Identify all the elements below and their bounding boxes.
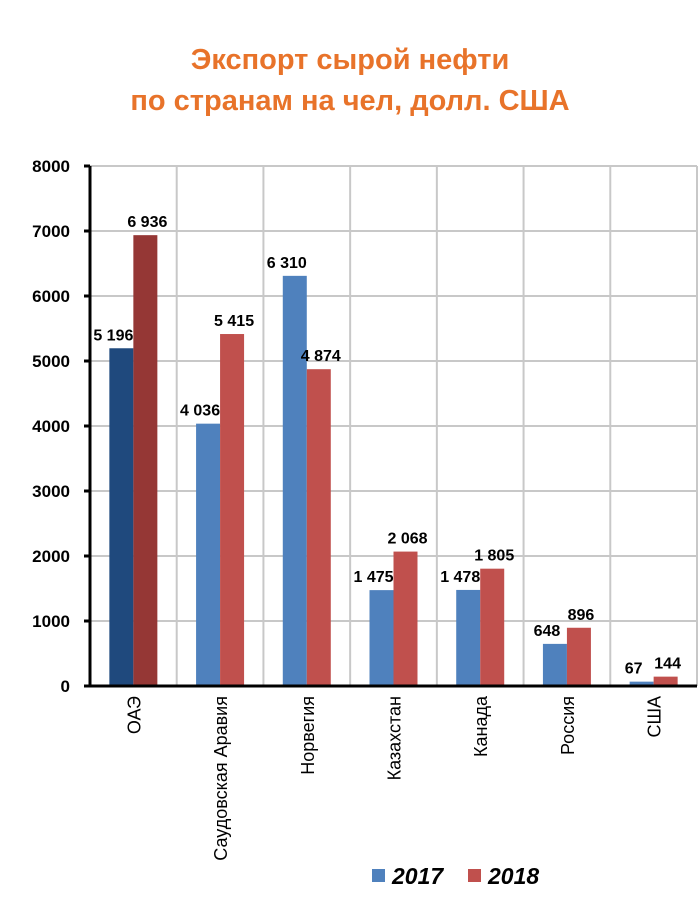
data-label-2018: 4 874	[301, 348, 341, 365]
data-label-2018: 144	[654, 656, 681, 673]
data-label-2018: 896	[568, 607, 595, 624]
category-label: Россия	[558, 696, 578, 755]
bar-2018	[480, 568, 505, 686]
data-label-2017: 1 478	[440, 569, 480, 586]
bar-2018	[220, 334, 245, 686]
data-label-2018: 1 805	[474, 548, 514, 565]
legend-label-2017: 2017	[391, 863, 444, 889]
bar-2017	[282, 275, 307, 686]
bar-2017	[196, 423, 221, 686]
legend-label-2018: 2018	[487, 863, 539, 889]
bar-2018	[393, 551, 418, 686]
data-label-2018: 5 415	[214, 313, 254, 330]
category-label: США	[645, 696, 665, 738]
bar-2017	[456, 589, 481, 686]
y-tick-label: 2000	[32, 547, 70, 566]
category-label: ОАЭ	[124, 696, 144, 734]
y-tick-label: 3000	[32, 482, 70, 501]
bar-2018	[306, 369, 331, 686]
data-label-2017: 648	[534, 623, 561, 640]
y-tick-label: 5000	[32, 352, 70, 371]
chart-title-line-2: по странам на чел, долл. США	[130, 85, 570, 117]
data-label-2017: 5 196	[93, 327, 133, 344]
bar-2017	[542, 643, 567, 686]
category-label: Канада	[471, 695, 491, 757]
legend-swatch-2017	[372, 869, 385, 882]
data-label-2018: 2 068	[387, 531, 427, 548]
y-tick-label: 8000	[32, 157, 70, 176]
chart-title-line-1: Экспорт сырой нефти	[190, 44, 510, 76]
bar-2017	[369, 590, 394, 686]
category-label: Норвегия	[298, 696, 318, 775]
bar-2017	[109, 348, 134, 686]
y-tick-label: 7000	[32, 222, 70, 241]
data-label-2018: 6 936	[127, 214, 167, 231]
data-label-2017: 67	[625, 661, 643, 678]
y-tick-label: 4000	[32, 417, 70, 436]
y-tick-label: 6000	[32, 287, 70, 306]
data-label-2017: 1 475	[353, 569, 393, 586]
bar-2018	[133, 235, 158, 686]
bar-2018	[566, 627, 591, 686]
y-tick-label: 1000	[32, 612, 70, 631]
bar-2017	[629, 681, 654, 686]
y-tick-label: 0	[61, 677, 70, 696]
data-label-2017: 4 036	[180, 403, 220, 420]
category-label: Казахстан	[385, 696, 405, 780]
category-label: Саудовская Аравия	[211, 696, 231, 861]
legend-swatch-2018	[468, 869, 481, 882]
bar-2018	[653, 676, 678, 686]
data-label-2017: 6 310	[267, 255, 307, 272]
